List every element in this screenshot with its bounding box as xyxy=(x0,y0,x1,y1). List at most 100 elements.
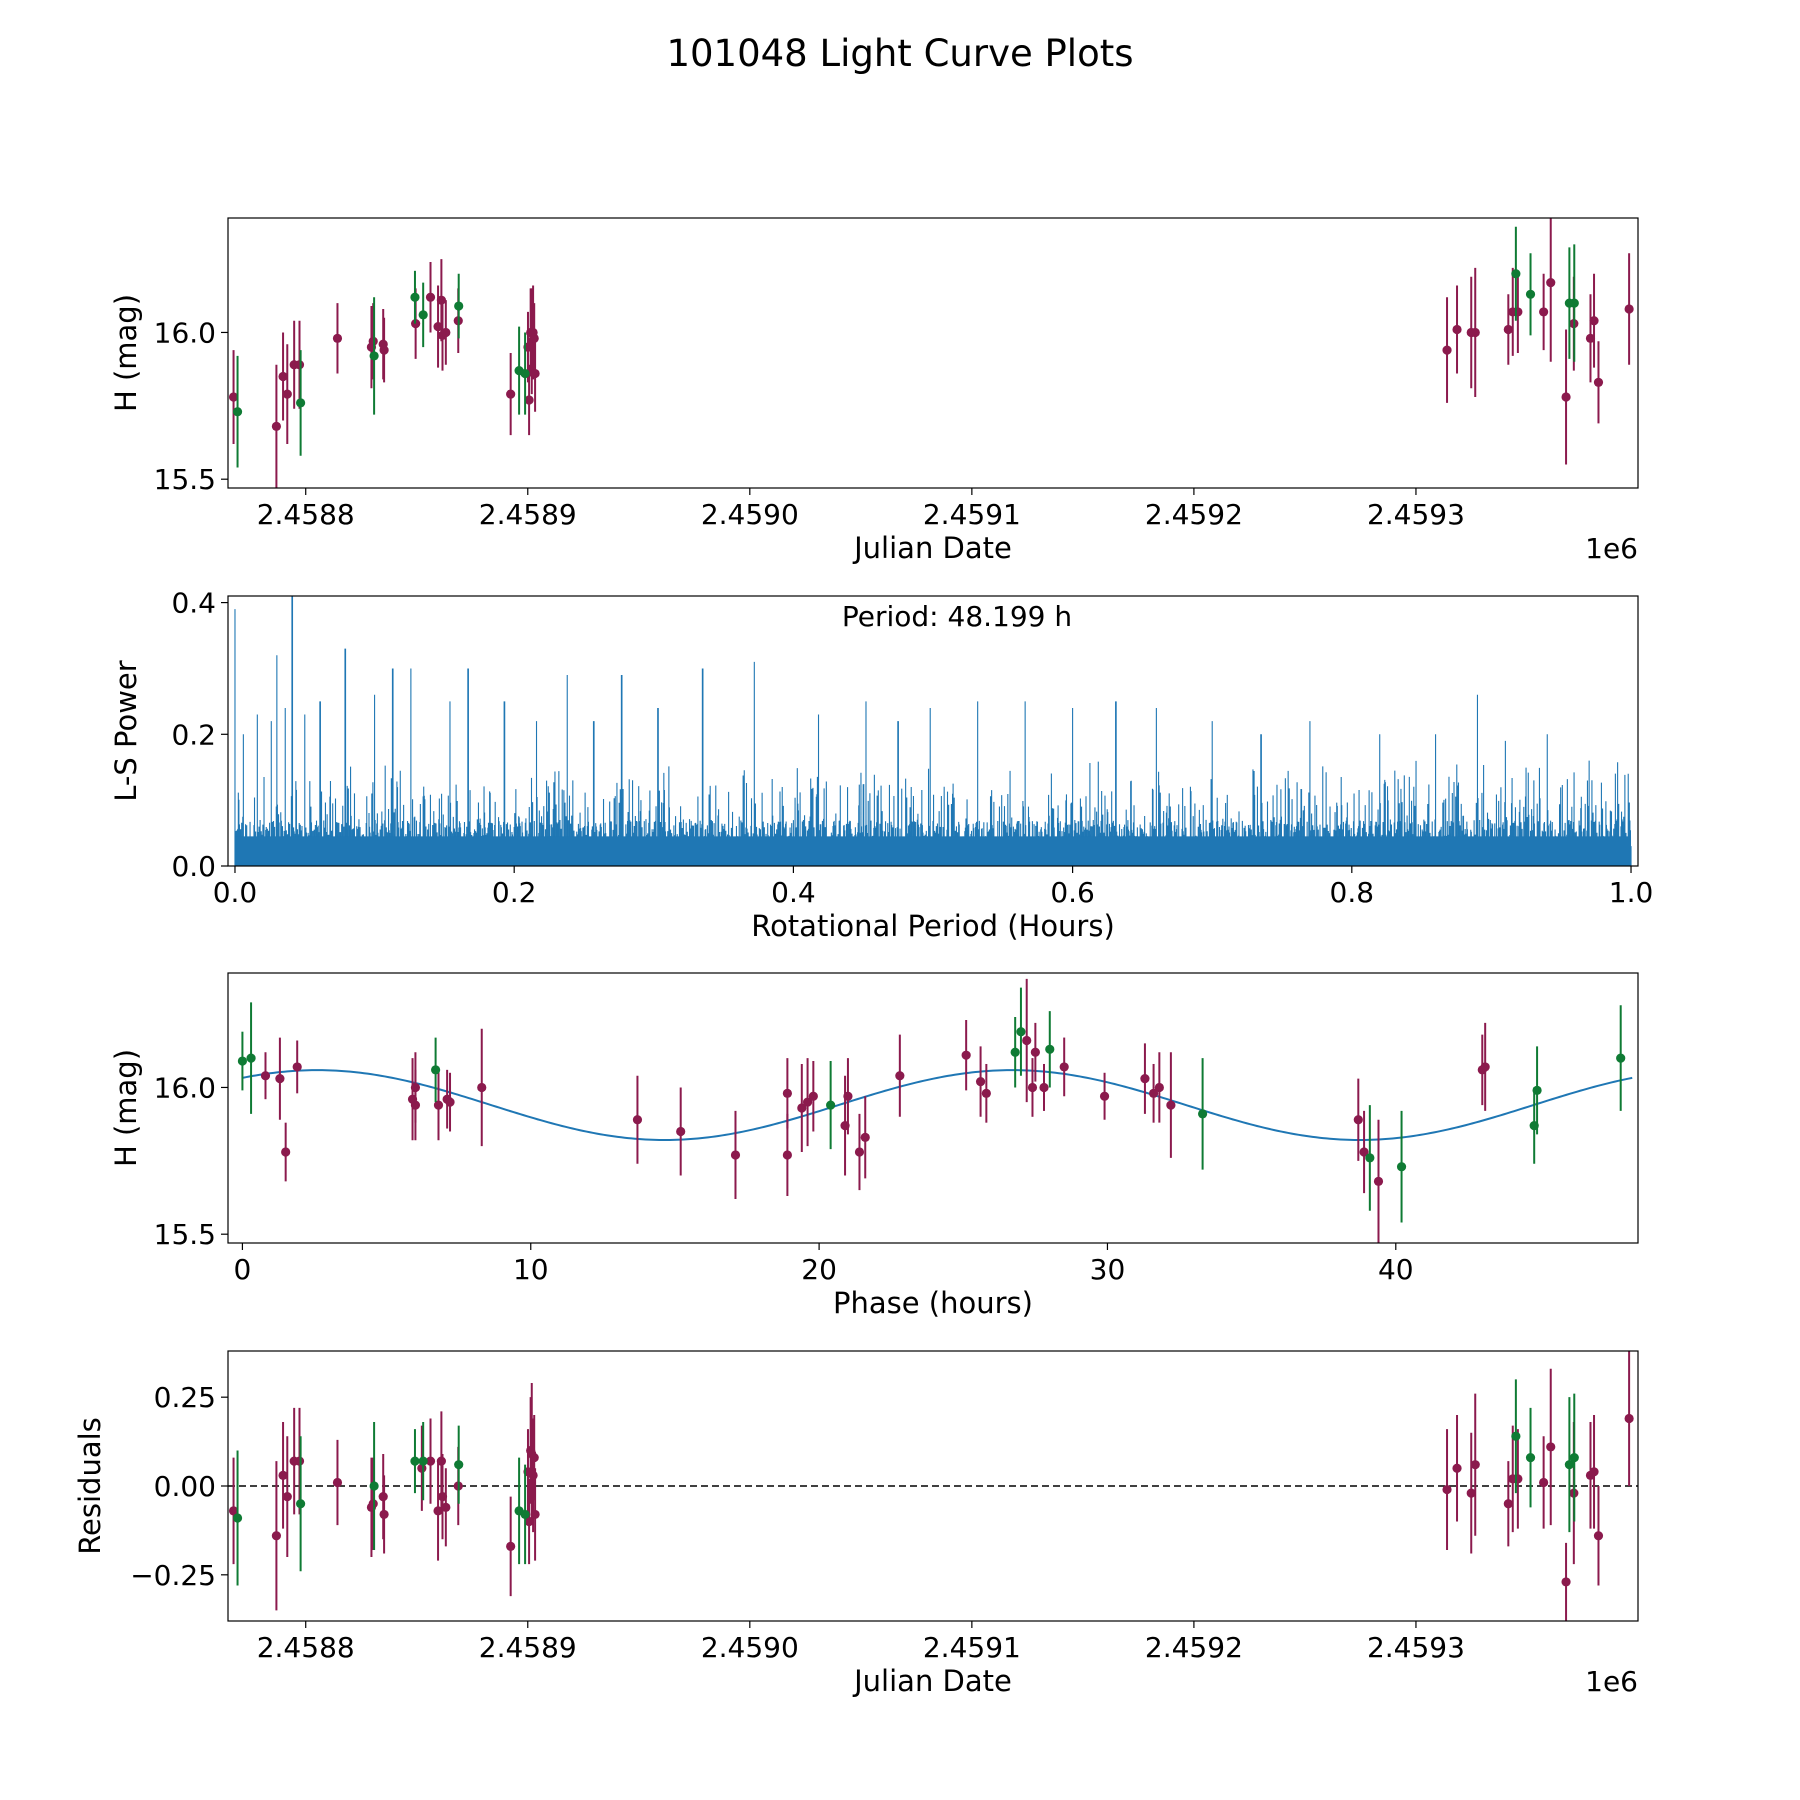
data-point xyxy=(431,1065,441,1075)
data-point xyxy=(730,1150,741,1160)
data-point xyxy=(1511,1431,1521,1441)
data-point xyxy=(506,1541,516,1551)
data-point xyxy=(1624,304,1634,314)
data-point xyxy=(1016,1027,1026,1037)
data-point xyxy=(676,1126,686,1137)
data-point xyxy=(282,389,292,399)
data-point xyxy=(797,1103,807,1113)
data-point xyxy=(232,1513,243,1523)
axes-frame xyxy=(227,217,1639,489)
data-point xyxy=(1569,298,1579,308)
y-tick-label: 0.2 xyxy=(171,718,216,751)
data-point xyxy=(237,1056,248,1066)
data-point xyxy=(1365,1153,1375,1163)
y-tick-label: −0.25 xyxy=(130,1559,216,1592)
x-offset-label: 1e6 xyxy=(1585,532,1638,565)
plot-area-periodogram xyxy=(234,596,1632,866)
data-point xyxy=(1039,1082,1049,1093)
data-point xyxy=(292,1062,302,1072)
data-point xyxy=(843,1091,853,1101)
y-tick-label: 16.0 xyxy=(154,316,216,349)
x-axis-label: Rotational Period (Hours) xyxy=(751,909,1115,943)
data-point xyxy=(1546,1442,1556,1452)
x-tick-label: 0.6 xyxy=(1050,876,1095,909)
data-point xyxy=(524,395,534,405)
data-point xyxy=(1010,1047,1020,1057)
data-point xyxy=(1452,324,1462,335)
data-point xyxy=(1561,1577,1571,1587)
data-point xyxy=(437,1492,448,1502)
y-tick-label: 0.4 xyxy=(171,587,216,620)
data-point xyxy=(441,327,451,338)
data-point xyxy=(454,1460,464,1470)
x-offset-label: 1e6 xyxy=(1585,1665,1638,1698)
x-tick-label: 10 xyxy=(513,1253,549,1286)
y-axis-label: H (mag) xyxy=(109,1049,143,1167)
x-tick-label: 0.4 xyxy=(771,876,816,909)
x-tick-label: 2.4593 xyxy=(1367,1631,1465,1664)
data-point xyxy=(1059,1062,1069,1072)
plot-area-phased xyxy=(237,978,1633,1243)
panel-lightcurve: 2.4588 2.4589 2.4590 2.4591 2.4592 2.4593 15.5… xyxy=(109,217,1639,565)
data-point xyxy=(632,1115,643,1125)
x-tick-label: 2.4593 xyxy=(1367,498,1465,531)
data-point xyxy=(260,1071,271,1081)
data-point xyxy=(294,1456,305,1466)
x-tick-label: 20 xyxy=(801,1253,837,1286)
data-point xyxy=(530,1509,540,1520)
x-tick-label: 40 xyxy=(1378,1253,1414,1286)
data-point xyxy=(1396,1162,1407,1172)
data-point xyxy=(520,368,530,379)
data-point xyxy=(529,1452,539,1463)
series-green xyxy=(232,226,1579,468)
series-green xyxy=(237,987,1626,1223)
x-axis-label: Julian Date xyxy=(852,1664,1012,1698)
data-point xyxy=(1452,1463,1462,1473)
data-point xyxy=(369,351,379,361)
data-point xyxy=(477,1082,487,1093)
x-tick-label: 0.0 xyxy=(213,876,258,909)
data-point xyxy=(454,301,464,311)
data-point xyxy=(1442,1484,1452,1495)
series-green xyxy=(232,1379,1579,1586)
x-axis-label: Phase (hours) xyxy=(833,1286,1033,1320)
y-tick-label: 15.5 xyxy=(154,1218,216,1251)
data-point xyxy=(271,421,282,431)
data-point xyxy=(275,1074,285,1084)
data-point xyxy=(246,1053,256,1063)
data-point xyxy=(1561,392,1571,402)
data-point xyxy=(1359,1147,1369,1157)
panel-phased: 0 10 20 30 40 15.5 16.0 Phase (hours) H (mag) xyxy=(109,972,1639,1320)
data-point xyxy=(1373,1176,1384,1186)
data-point xyxy=(436,1456,446,1466)
data-point xyxy=(369,1481,379,1491)
data-point xyxy=(1470,1460,1480,1470)
data-point xyxy=(1589,316,1599,326)
data-point xyxy=(1503,1499,1513,1509)
data-point xyxy=(1030,1047,1040,1057)
x-tick-label: 2.4590 xyxy=(701,1631,799,1664)
period-annotation: Period: 48.199 h xyxy=(842,600,1072,633)
data-point xyxy=(281,1147,291,1157)
data-point xyxy=(1154,1082,1164,1093)
data-point xyxy=(1198,1109,1208,1119)
y-tick-label: 15.5 xyxy=(154,463,216,496)
y-tick-label: 0.00 xyxy=(154,1470,216,1503)
data-point xyxy=(1525,289,1536,299)
data-point xyxy=(296,398,306,408)
series-red xyxy=(228,218,1634,488)
data-point xyxy=(530,368,540,379)
data-point xyxy=(410,1100,421,1110)
data-point xyxy=(1442,345,1452,355)
data-point xyxy=(1503,324,1513,335)
data-point xyxy=(282,1492,292,1502)
data-point xyxy=(808,1091,818,1101)
data-point xyxy=(1480,1062,1490,1072)
data-point xyxy=(1099,1091,1110,1101)
x-tick-label: 0.8 xyxy=(1330,876,1375,909)
data-point xyxy=(425,292,436,302)
data-point xyxy=(826,1100,836,1110)
y-axis-label: L-S Power xyxy=(109,660,143,801)
x-tick-label: 2.4589 xyxy=(479,1631,577,1664)
